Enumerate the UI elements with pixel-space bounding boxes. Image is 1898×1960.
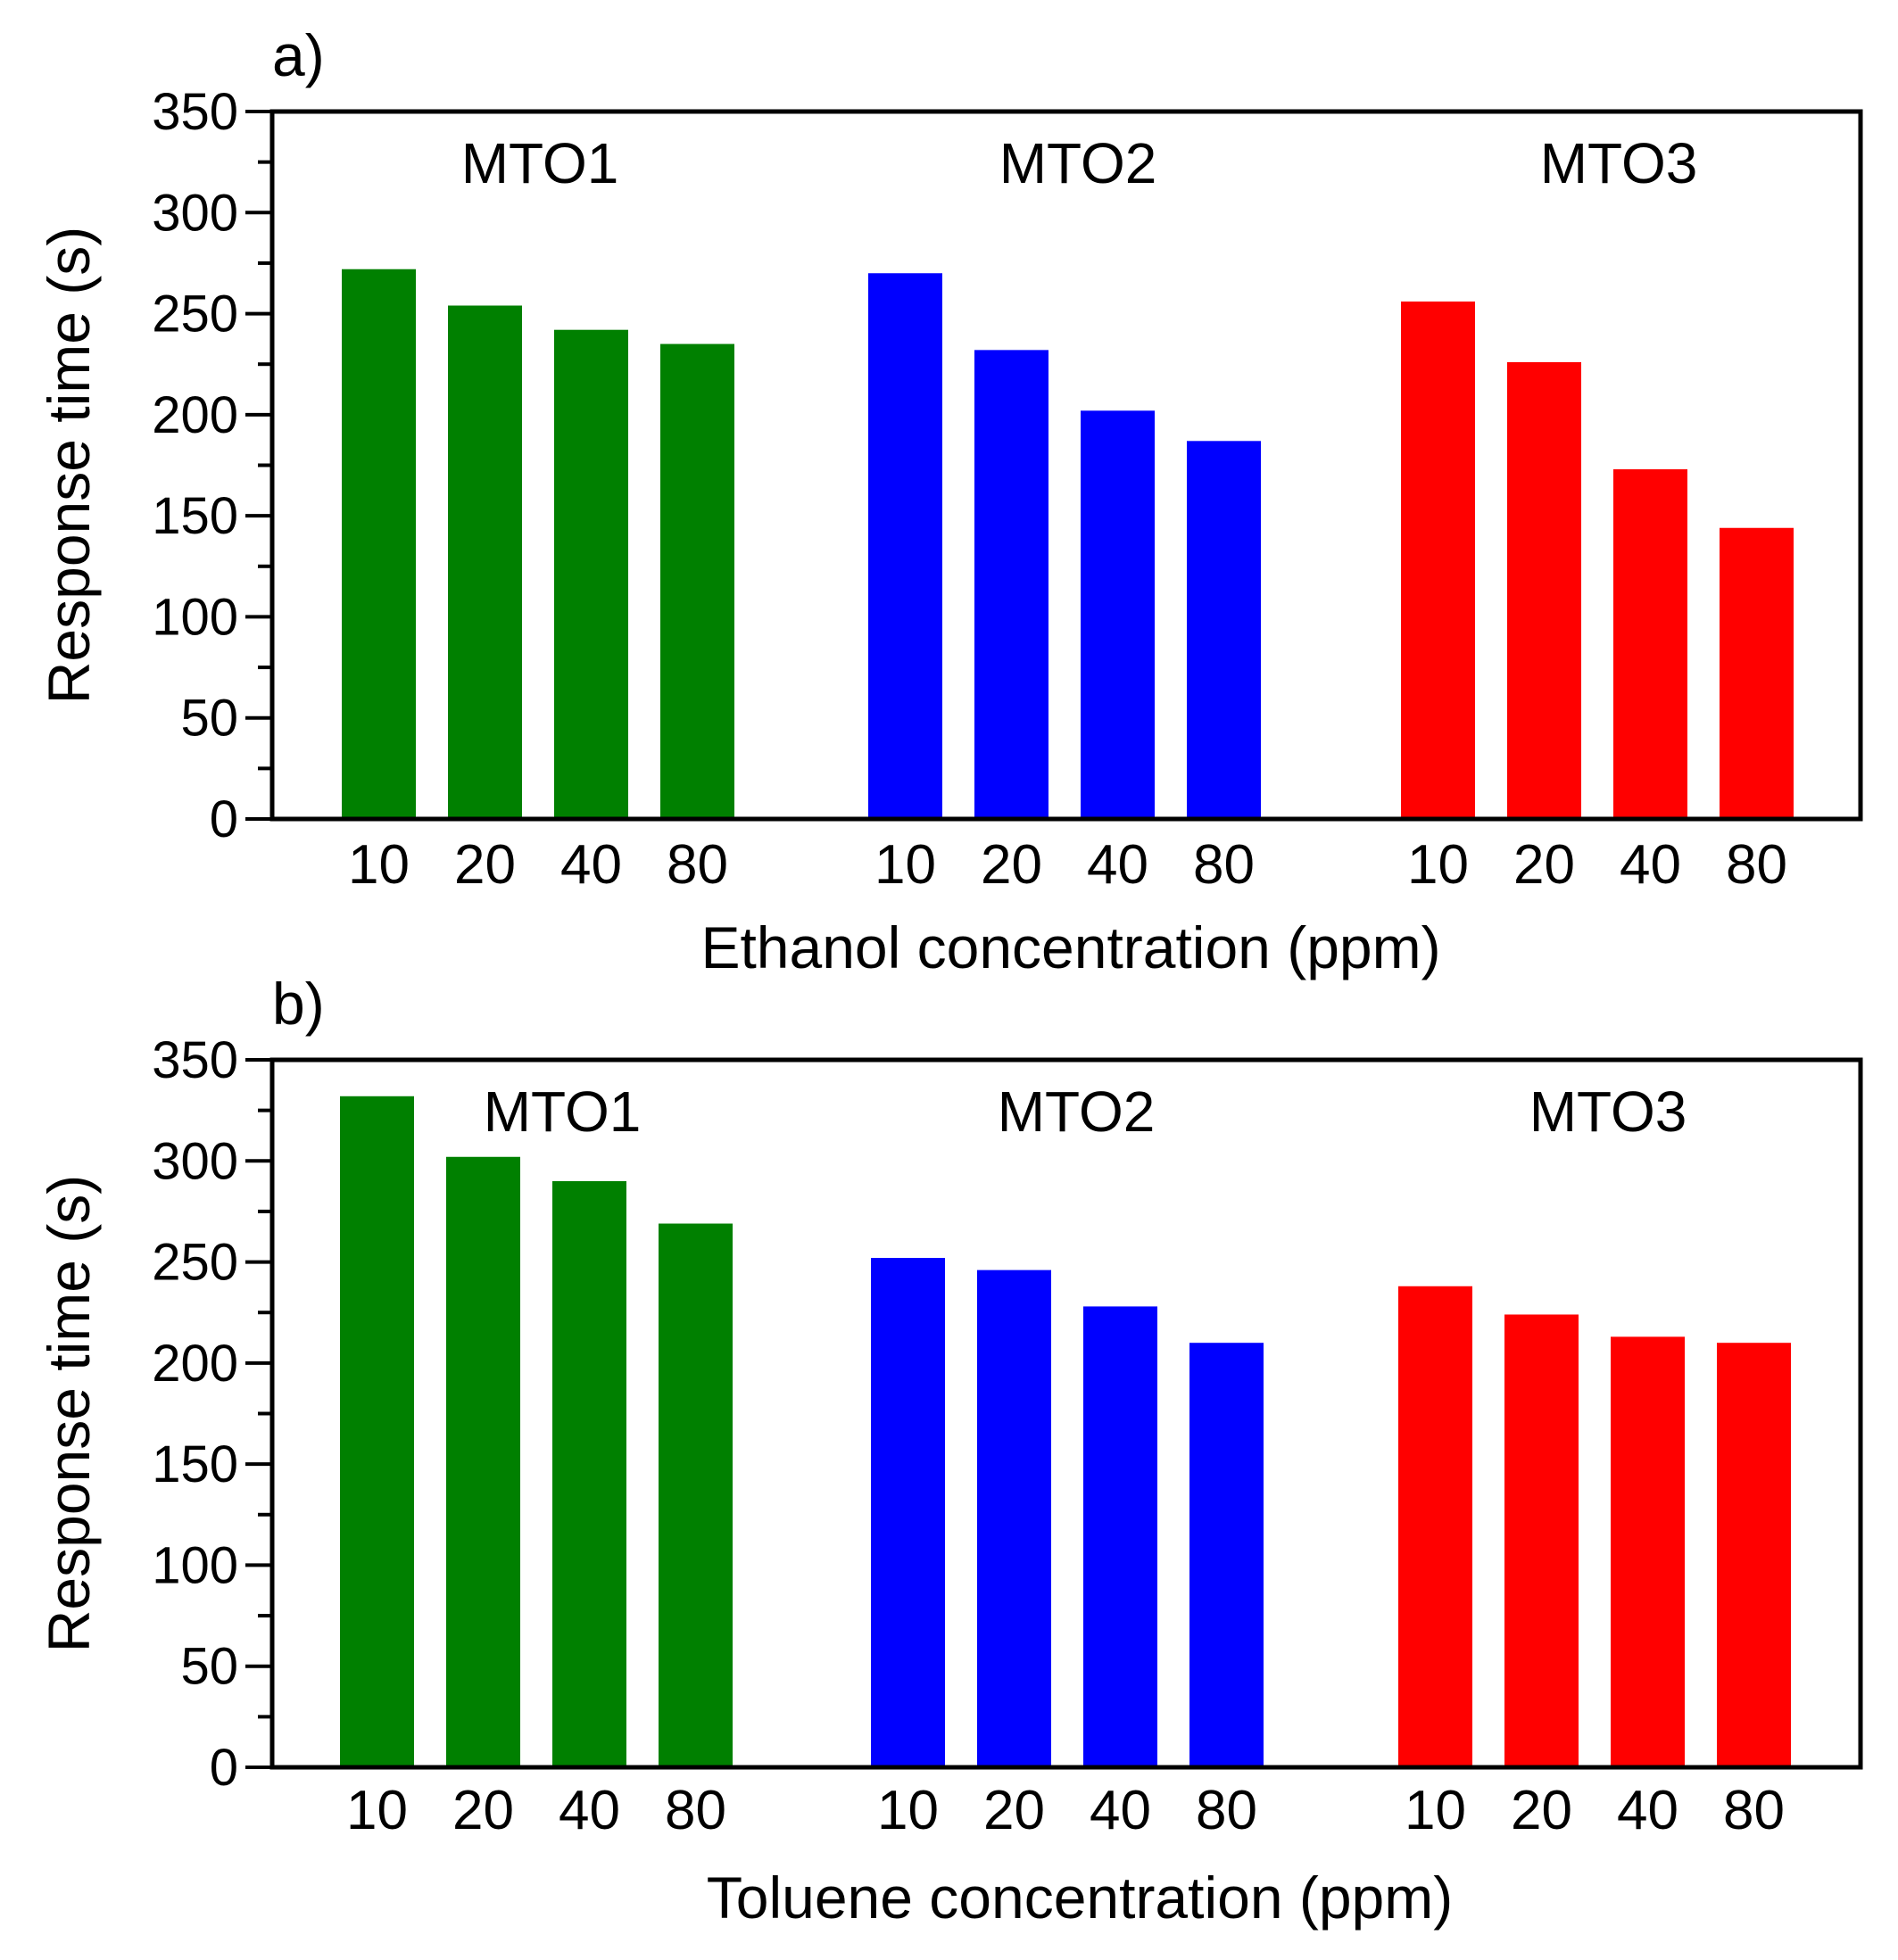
x-tick-label: 40 [1087,834,1148,896]
x-tick-label: 80 [1726,834,1787,896]
x-tick-label: 80 [667,834,728,896]
y-tick-label: 300 [152,184,238,242]
y-tick-label: 350 [152,1031,238,1089]
x-axis-title: Toluene concentration (ppm) [707,1865,1453,1931]
panel-b: MTO1 10 20 40 80 MTO2 10 20 40 80 MTO3 10 20 40 80 0 50 1… [36,971,1863,1931]
x-tick-label: 10 [1407,834,1469,896]
bar-mto3-80 [1717,1343,1791,1767]
bar-mto2-20 [974,350,1048,820]
y-tick-label: 150 [152,487,238,545]
panel-label: a) [272,22,325,88]
bar-mto3-20 [1507,361,1581,819]
bar-mto1-20 [448,305,522,820]
x-tick-label: 10 [348,834,410,896]
x-axis-title: Ethanol concentration (ppm) [700,914,1440,980]
y-tick-label: 250 [152,1234,238,1292]
y-axis-title: Response time (s) [36,1175,102,1653]
bar-mto1-40 [552,1180,626,1767]
y-tick-label: 150 [152,1435,238,1493]
bar-mto2-10 [871,1258,945,1767]
x-tick-label: 80 [665,1780,726,1841]
y-tick-label: 100 [152,588,238,646]
y-tick-label: 0 [210,1739,238,1797]
bar-mto1-10 [342,269,416,819]
bar-mto2-40 [1081,410,1155,819]
y-tick-label: 100 [152,1536,238,1594]
x-tick-label: 40 [559,1780,620,1841]
bar-mto3-20 [1504,1314,1579,1767]
y-tick-label: 200 [152,386,238,444]
x-tick-label: 20 [983,1780,1045,1841]
bar-mto2-10 [868,273,942,819]
bar-mto1-20 [446,1156,520,1767]
x-tick-label: 40 [560,834,622,896]
x-tick-label: 80 [1723,1780,1785,1841]
bar-mto1-10 [340,1096,414,1767]
bar-mto2-80 [1187,441,1261,819]
bar-mto3-40 [1611,1336,1685,1767]
group-label-mto2: MTO2 [999,131,1157,195]
y-tick-label: 200 [152,1335,238,1393]
x-tick-label: 40 [1620,834,1681,896]
y-tick-label: 250 [152,285,238,343]
x-tick-label: 20 [981,834,1042,896]
bar-mto3-10 [1398,1286,1472,1767]
group-label-mto2: MTO2 [998,1079,1156,1144]
y-tick-label: 350 [152,83,238,141]
x-tick-label: 20 [1511,1780,1572,1841]
y-tick-label: 0 [210,790,238,848]
group-label-mto1: MTO1 [461,131,619,195]
y-tick-label: 300 [152,1132,238,1190]
bar-mto2-80 [1189,1343,1264,1767]
y-tick-label: 50 [180,1638,238,1696]
x-tick-label: 10 [877,1780,939,1841]
group-label-mto3: MTO3 [1529,1079,1687,1144]
panel-a: MTO1 10 20 40 80 MTO2 10 20 40 80 MTO3 10 20 40 80 0 50 1… [36,22,1863,980]
bar-mto3-10 [1401,301,1475,819]
x-tick-label: 40 [1090,1780,1151,1841]
bar-mto1-80 [659,1223,733,1767]
x-tick-label: 10 [1405,1780,1466,1841]
panel-label: b) [272,971,325,1037]
x-tick-label: 40 [1617,1780,1678,1841]
y-axis-title: Response time (s) [36,227,102,705]
x-tick-label: 20 [452,1780,514,1841]
bar-mto3-40 [1613,469,1687,819]
x-tick-label: 80 [1196,1780,1257,1841]
bar-mto3-80 [1720,527,1794,819]
y-tick-label: 50 [180,690,238,748]
bar-mto2-20 [977,1269,1051,1767]
x-tick-label: 20 [454,834,516,896]
group-label-mto1: MTO1 [484,1079,642,1144]
bar-mto1-80 [660,343,734,819]
bar-mto1-40 [554,329,628,819]
x-tick-label: 80 [1193,834,1255,896]
x-tick-label: 10 [346,1780,408,1841]
x-tick-label: 20 [1513,834,1575,896]
x-tick-label: 10 [874,834,936,896]
group-label-mto3: MTO3 [1540,131,1698,195]
bar-mto2-40 [1083,1306,1157,1767]
